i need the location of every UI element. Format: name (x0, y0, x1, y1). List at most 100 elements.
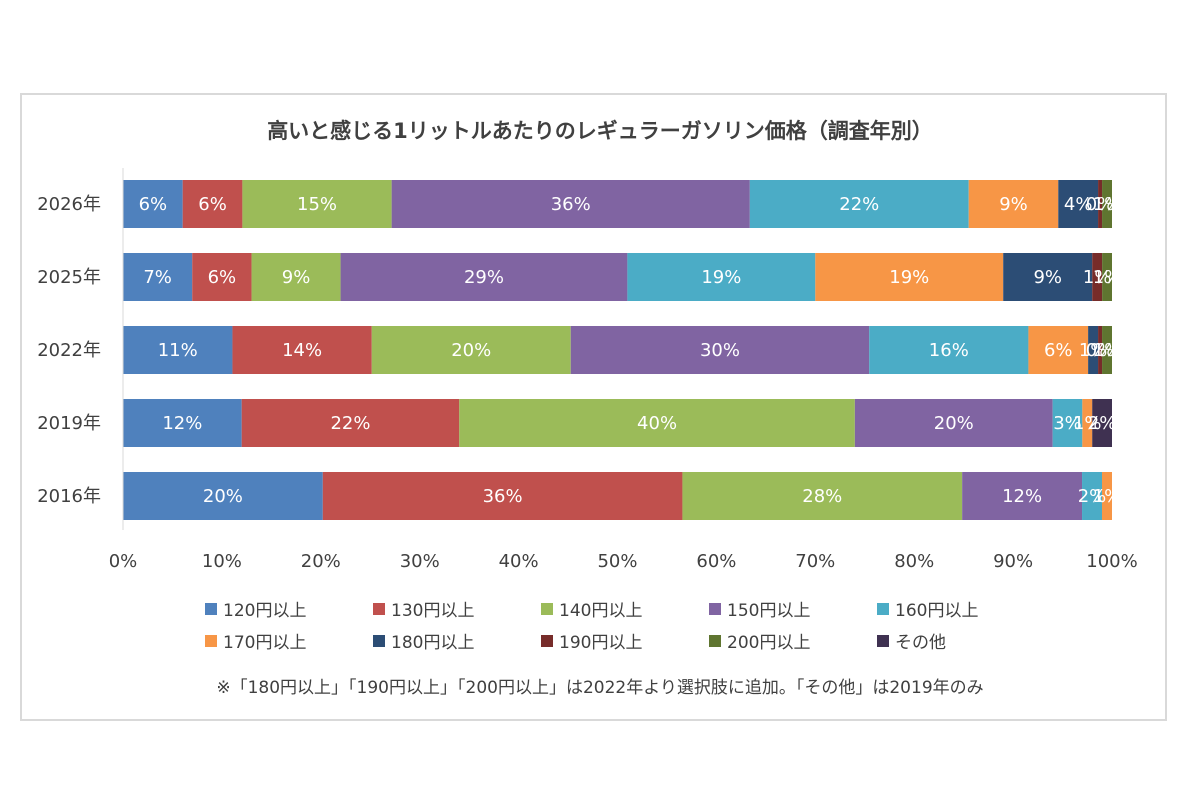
legend-item: 130円以上 (373, 596, 474, 621)
bar-segment (1102, 253, 1112, 301)
bar-segment (123, 180, 183, 228)
bar-segment (869, 326, 1029, 374)
bar-segment-label: 7% (143, 267, 172, 288)
bar-segment-label: 9% (999, 194, 1028, 215)
legend-swatch (877, 602, 889, 615)
bar-segment-label: 1% (1083, 267, 1112, 288)
legend-label: 160円以上 (895, 601, 979, 621)
bar-segment-label: 14% (282, 340, 322, 361)
bar-segment (1052, 399, 1083, 447)
legend-item: 140円以上 (541, 596, 642, 621)
bar-segment (232, 326, 372, 374)
bar-segment-label: 12% (1002, 486, 1042, 507)
bar-segment (968, 180, 1059, 228)
bar-segment-label: 11% (158, 340, 198, 361)
x-tick-label: 70% (795, 551, 835, 572)
legend-label: 120円以上 (223, 601, 307, 621)
bar-segment-label: 6% (208, 267, 237, 288)
x-tick-label: 90% (993, 551, 1033, 572)
legend-item: 200円以上 (709, 628, 810, 653)
legend-swatch (541, 602, 553, 615)
bar-segment-label: 9% (282, 267, 311, 288)
bar-segment (1092, 253, 1103, 301)
bar-segment (123, 253, 193, 301)
legend-label: 130円以上 (391, 601, 475, 621)
legend-item: 180円以上 (373, 628, 474, 653)
bar-segment (1098, 326, 1103, 374)
bar-segment-label: 1% (1093, 267, 1122, 288)
bar-segment-label: 0% (1086, 194, 1115, 215)
category-labels-group: 2026年 2025年 2022年 2019年 2016年 (37, 194, 101, 507)
bar-segment-label: 20% (203, 486, 243, 507)
legend-label: 140円以上 (559, 601, 643, 621)
bar-segment-label: 6% (198, 194, 227, 215)
bar-segment-label: 1% (1079, 340, 1108, 361)
bar-segment-label: 19% (701, 267, 741, 288)
bar-segment-label: 12% (162, 413, 202, 434)
bar-segment (1028, 326, 1089, 374)
bars-group (123, 180, 1112, 520)
bar-segment (1102, 326, 1112, 374)
category-label: 2025年 (37, 267, 101, 288)
bar-segment (570, 326, 870, 374)
bar-segment (749, 180, 969, 228)
bar-segment (340, 253, 628, 301)
bar-segment (1082, 399, 1093, 447)
bar-segment (1102, 472, 1112, 520)
bar-segment (123, 399, 242, 447)
bar-segment (1092, 399, 1112, 447)
legend-swatch (541, 634, 553, 647)
bar-segment-label: 0% (1086, 340, 1115, 361)
x-tick-label: 40% (499, 551, 539, 572)
segment-labels-group: 6% 6% 15% 36% 22% 9% 4%0%1%7% 6% 9% 29% 19% 19% 9% 1%… (139, 194, 1122, 507)
bar-segment (242, 180, 392, 228)
bar-segment (459, 399, 855, 447)
legend-item: 120円以上 (205, 596, 306, 621)
bar-segment-label: 1% (1093, 340, 1122, 361)
legend-item: 160円以上 (877, 596, 978, 621)
bar-segment (682, 472, 963, 520)
bar-segment-label: 1% (1093, 486, 1122, 507)
category-label: 2026年 (37, 194, 101, 215)
bar-segment-label: 6% (139, 194, 168, 215)
x-tick-label: 20% (301, 551, 341, 572)
legend-swatch (709, 634, 721, 647)
bar-segment-label: 36% (483, 486, 523, 507)
bar-segment-label: 2% (1088, 413, 1117, 434)
bar-segment-label: 22% (330, 413, 370, 434)
bar-segment-label: 6% (1044, 340, 1073, 361)
x-tick-labels-group: 0% 10% 20% 30% 40% 50% 60% 70% 80% 90% 100% (109, 551, 1138, 572)
bar-segment (371, 326, 571, 374)
legend-label: 180円以上 (391, 633, 475, 653)
legend-swatch (877, 634, 889, 647)
category-label: 2022年 (37, 340, 101, 361)
x-tick-label: 0% (109, 551, 138, 572)
legend-swatch (205, 634, 217, 647)
bar-segment (251, 253, 341, 301)
legend-item: 190円以上 (541, 628, 642, 653)
bar-segment-label: 40% (637, 413, 677, 434)
bar-segment (192, 253, 252, 301)
bar-segment-label: 15% (297, 194, 337, 215)
legend-swatch (373, 602, 385, 615)
legend-swatch (709, 602, 721, 615)
bar-segment (854, 399, 1053, 447)
legend-label: その他 (895, 633, 946, 653)
bar-segment-label: 4% (1064, 194, 1093, 215)
bar-segment (123, 472, 323, 520)
bar-segment (391, 180, 750, 228)
bar-segment-label: 20% (451, 340, 491, 361)
bar-segment-label: 2% (1078, 486, 1107, 507)
legend-swatch (205, 602, 217, 615)
x-tick-label: 10% (202, 551, 242, 572)
bar-segment-label: 9% (1033, 267, 1062, 288)
bar-segment-label: 1% (1073, 413, 1102, 434)
x-tick-label: 30% (400, 551, 440, 572)
bar-segment (182, 180, 243, 228)
bar-segment-label: 22% (839, 194, 879, 215)
legend-item: 150円以上 (709, 596, 810, 621)
bar-segment-label: 36% (551, 194, 591, 215)
bar-segment-label: 28% (802, 486, 842, 507)
footnote: ※「180円以上」「190円以上」「200円以上」は2022年より選択肢に追加。… (216, 678, 984, 698)
